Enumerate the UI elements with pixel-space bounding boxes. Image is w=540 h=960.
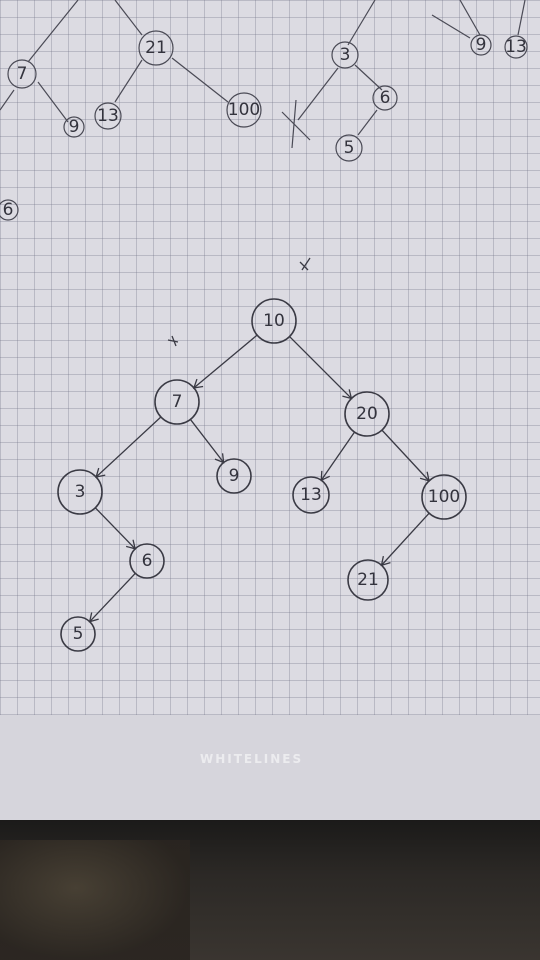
- node-label: 9: [476, 35, 487, 55]
- main-node-21: 21: [347, 559, 389, 601]
- edge-7-to-9: [189, 419, 225, 463]
- top-edge: [431, 14, 471, 39]
- node-circle: [331, 41, 359, 69]
- edge-7-to-3: [95, 416, 162, 478]
- brand-watermark: WHITELINES: [200, 752, 304, 766]
- edge-6-to-5: [89, 572, 136, 623]
- node-circle: [216, 458, 252, 494]
- node-label: 9: [69, 117, 80, 137]
- node-label: 13: [300, 485, 322, 505]
- node-circle: [292, 476, 330, 514]
- edge-20-to-13: [320, 431, 356, 481]
- node-label: 5: [73, 624, 84, 644]
- node-label: 100: [228, 100, 260, 120]
- top-edge: [459, 0, 481, 36]
- main-node-5: 5: [60, 616, 96, 652]
- node-label: 6: [3, 200, 14, 220]
- node-circle: [226, 92, 262, 128]
- top-node-100: 100: [226, 92, 262, 128]
- top-node-9: 9: [63, 116, 85, 138]
- node-label: 21: [145, 38, 167, 58]
- main-node-7: 7: [154, 379, 200, 425]
- stray-mark: [299, 257, 311, 271]
- main-node-9: 9: [216, 458, 252, 494]
- top-edge: [0, 89, 15, 111]
- node-circle: [129, 543, 165, 579]
- node-label: 9: [229, 466, 240, 486]
- top-node-5: 5: [335, 134, 363, 162]
- top-edge: [297, 67, 339, 121]
- top-edge: [27, 0, 79, 63]
- edge-10-to-20: [289, 336, 352, 399]
- top-node-21: 21: [138, 30, 174, 66]
- node-circle: [0, 199, 19, 221]
- node-circle: [94, 102, 122, 130]
- stray-mark: [167, 335, 179, 347]
- main-node-3: 3: [57, 469, 103, 515]
- top-sketch: 7 9 21 13 100 3 6 5 9 13 6: [0, 0, 528, 221]
- node-label: 3: [75, 482, 86, 502]
- top-edge: [354, 64, 383, 91]
- node-circle: [251, 298, 297, 344]
- top-edge: [347, 0, 376, 46]
- top-edge: [114, 0, 143, 36]
- node-circle: [347, 559, 389, 601]
- top-node-3: 3: [331, 41, 359, 69]
- node-label: 6: [142, 551, 153, 571]
- node-label: 5: [344, 138, 355, 158]
- main-node-100: 100: [421, 474, 467, 520]
- node-label: 7: [17, 64, 28, 84]
- edge-3-to-6: [94, 507, 136, 550]
- edge-10-to-7: [193, 334, 258, 389]
- paper-bottom-margin: [0, 715, 540, 820]
- main-node-20: 20: [344, 391, 390, 437]
- grid-paper: [0, 0, 540, 820]
- node-label: 13: [97, 106, 119, 126]
- edge-100-to-21: [381, 512, 430, 566]
- node-circle: [7, 59, 37, 89]
- node-circle: [344, 391, 390, 437]
- top-node-7: 7: [7, 59, 37, 89]
- top-edge: [114, 59, 143, 103]
- node-label: 10: [263, 311, 285, 331]
- node-label: 13: [505, 37, 527, 57]
- main-node-13: 13: [292, 476, 330, 514]
- main-tree-nodes: 10 7 20 3 9 13 100 6 21 5: [57, 298, 467, 652]
- main-node-10: 10: [251, 298, 297, 344]
- top-edge: [37, 81, 69, 123]
- top-node-13: 13: [504, 35, 528, 59]
- node-circle: [470, 34, 492, 56]
- node-circle: [504, 35, 528, 59]
- node-circle: [154, 379, 200, 425]
- top-node-9: 9: [470, 34, 492, 56]
- node-circle: [138, 30, 174, 66]
- top-node-6: 6: [372, 85, 398, 111]
- main-tree-edges: [88, 334, 430, 623]
- top-edge: [291, 99, 297, 149]
- top-edge: [171, 57, 229, 103]
- node-label: 6: [380, 88, 391, 108]
- node-label: 100: [428, 487, 460, 507]
- top-edge: [357, 109, 378, 136]
- top-node-6: 6: [0, 199, 19, 221]
- node-circle: [372, 85, 398, 111]
- node-circle: [60, 616, 96, 652]
- node-label: 7: [172, 392, 183, 412]
- node-circle: [63, 116, 85, 138]
- node-label: 21: [357, 570, 379, 590]
- node-circle: [421, 474, 467, 520]
- main-node-6: 6: [129, 543, 165, 579]
- node-circle: [57, 469, 103, 515]
- desk-object: [0, 840, 190, 960]
- node-circle: [335, 134, 363, 162]
- top-edge: [281, 111, 311, 141]
- top-node-13: 13: [94, 102, 122, 130]
- top-nodes: 7 9 21 13 100 3 6 5 9 13 6: [0, 30, 528, 221]
- node-label: 20: [356, 404, 378, 424]
- edge-20-to-100: [381, 429, 430, 482]
- top-edge: [517, 0, 526, 36]
- node-label: 3: [340, 45, 351, 65]
